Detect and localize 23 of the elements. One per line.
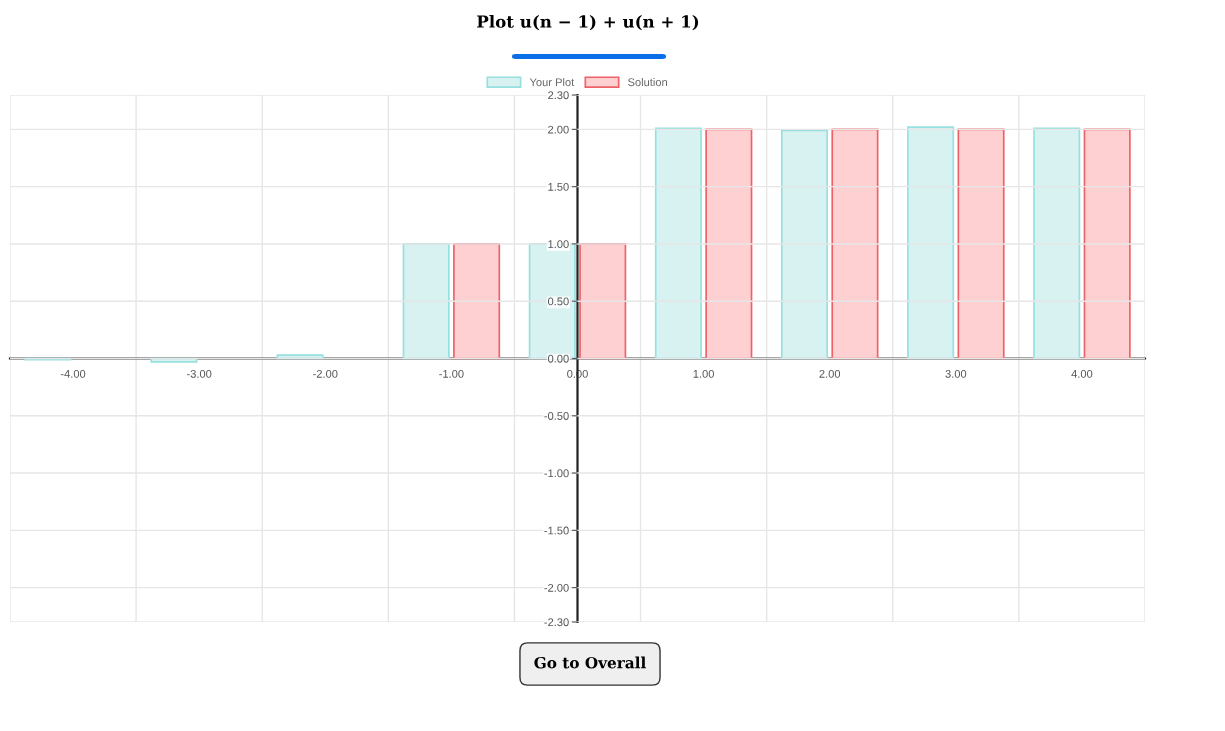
y-tick-label: 2.30	[548, 91, 569, 100]
y-tick-label: 0.00	[547, 354, 569, 363]
y-tick-label: 1.00	[548, 240, 569, 249]
x-tick-label: 1.00	[693, 369, 714, 378]
x-tick-label: 2.00	[819, 369, 841, 378]
y-tick-label: 2.00	[548, 125, 569, 134]
text: Go to Overall	[534, 656, 646, 669]
legend-label: Solution	[628, 77, 667, 87]
legend-label: Your Plot	[529, 77, 575, 87]
x-tick-label: 4.00	[1071, 369, 1093, 378]
chart-title: Plot u(n − 1) + u(n + 1)	[477, 14, 699, 31]
y-tick-label: -2.30	[544, 618, 569, 627]
y-tick-label: 1.50	[548, 182, 569, 191]
x-tick-label: 3.00	[945, 369, 967, 378]
x-tick-label: -2.00	[313, 369, 338, 378]
x-tick-label: -1.00	[439, 369, 464, 378]
y-tick-label: -2.00	[544, 583, 569, 592]
y-tick-label: -1.50	[544, 526, 569, 535]
x-tick-label: -4.00	[60, 369, 86, 378]
y-tick-label: 0.50	[547, 297, 569, 306]
y-tick-label: -1.00	[544, 469, 569, 478]
x-tick-label: -3.00	[187, 369, 212, 378]
y-tick-label: -0.50	[544, 412, 569, 420]
